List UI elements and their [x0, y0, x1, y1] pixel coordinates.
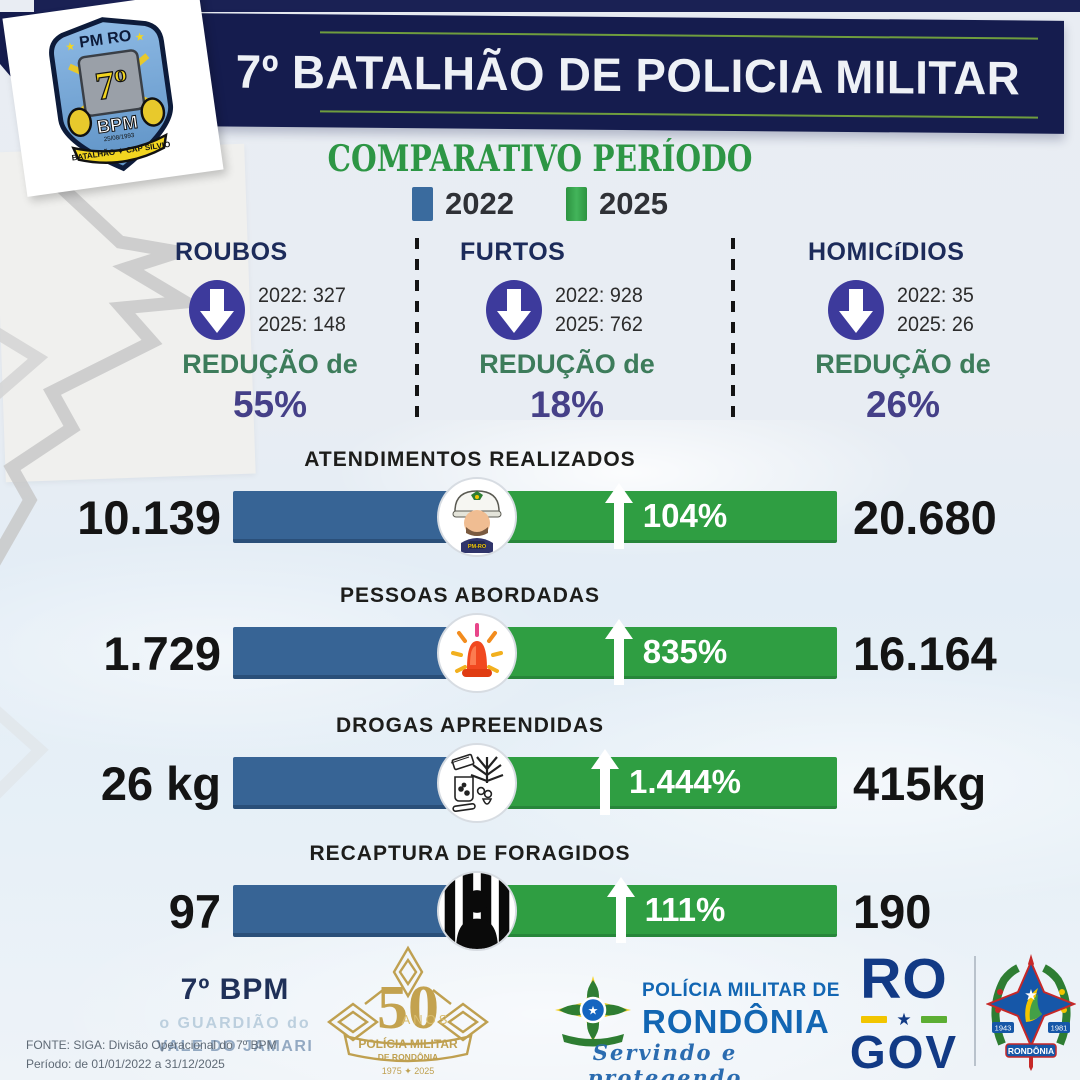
down-arrow-icon [486, 280, 543, 340]
svg-text:PM-RO: PM-RO [468, 544, 487, 550]
reduction-stats: ROUBOS 2022: 327 2025: 148 REDUÇÃO de 55… [0, 238, 1080, 436]
reduction-label: REDUÇÃO de [815, 349, 991, 379]
value-2025: 20.680 [853, 490, 997, 544]
value-2025: 415kg [853, 756, 987, 810]
reduction-percent: 26% [865, 384, 941, 425]
bar-2025: 104% [495, 482, 837, 549]
svg-text:POLÍCIA MILITAR: POLÍCIA MILITAR [358, 1036, 458, 1051]
svg-text:★: ★ [65, 41, 77, 54]
svg-text:1943: 1943 [995, 1024, 1012, 1033]
value-2025: 16.164 [853, 626, 997, 680]
reduction-percent: 55% [232, 384, 308, 425]
value-2022: 2022: 327 [258, 283, 347, 307]
up-arrow-icon [604, 482, 633, 549]
svg-text:7º: 7º [92, 61, 130, 109]
reduction-label: REDUÇÃO de [182, 349, 358, 379]
legend: 2022 2025 [0, 186, 1080, 222]
yellow-dash [861, 1016, 888, 1024]
value-2022: 10.139 [77, 490, 221, 544]
svg-text:50: 50 [377, 974, 439, 1042]
pmro-slogan: Servindo e protegendo [587, 1040, 743, 1080]
map-watermark [0, 153, 206, 799]
dashed-separator [731, 238, 735, 426]
siren-icon [437, 613, 517, 693]
source-note: FONTE: SIGA: Divisão Operacional do 7º B… [26, 1038, 277, 1071]
down-arrow-icon [828, 280, 885, 340]
svg-text:★: ★ [1024, 987, 1037, 1004]
increase-percent: 111% [644, 890, 726, 928]
legend-item-2022: 2022 [412, 186, 514, 222]
increase-percent: 104% [642, 496, 728, 534]
comparison-title: COMPARATIVO PERÍODO [327, 138, 753, 180]
bar-row-recaptura: RECAPTURA DE FORAGIDOS 97 [0, 842, 1080, 951]
value-2022: 97 [168, 884, 221, 938]
svg-text:25/08/1993: 25/08/1993 [103, 132, 135, 143]
value-2025: 2025: 148 [258, 313, 347, 336]
value-2022: 26 kg [100, 756, 221, 810]
svg-text:RONDÔNIA: RONDÔNIA [1008, 1045, 1054, 1056]
value-2022: 2022: 35 [897, 283, 974, 307]
stat-column-furtos: FURTOS 2022: 928 2025: 762 REDUÇÃO de 18… [432, 238, 702, 426]
bar-2025: 835% [495, 618, 837, 685]
svg-text:★: ★ [134, 31, 146, 44]
value-2025: 2025: 26 [897, 313, 974, 336]
banner-accent-line [320, 110, 1038, 119]
bpm-subtitle: VALE DO JAMARI [156, 1038, 314, 1055]
legend-swatch-blue [412, 187, 434, 221]
svg-text:1981: 1981 [1051, 1024, 1068, 1033]
svg-text:★: ★ [588, 1004, 599, 1018]
value-2025: 190 [853, 884, 932, 938]
up-arrow-icon [604, 618, 633, 685]
stat-column-homicidios: HOMICíDIOS 2022: 35 2025: 26 REDUÇÃO de … [768, 238, 1038, 426]
50-anos-logo: 50 ANOS POLÍCIA MILITAR DE RONDÔNIA 1975… [327, 945, 489, 1076]
svg-text:ANOS: ANOS [402, 1012, 451, 1027]
rogov-logo: RO ★ GOV [849, 947, 959, 1079]
banner-accent-line [320, 31, 1038, 40]
bpm-footer-block: 7º BPM o GUARDIÃO do VALE DO JAMARI [118, 973, 352, 1056]
bar-row-atendimentos: ATENDIMENTOS REALIZADOS 10.139 PM-RO [0, 448, 1080, 557]
bar-row-pessoas: PESSOAS ABORDADAS 1.729 [0, 584, 1080, 693]
legend-swatch-green [566, 187, 587, 221]
green-dash [920, 1016, 947, 1024]
stat-column-roubos: ROUBOS 2022: 327 2025: 148 REDUÇÃO de 55… [135, 238, 405, 426]
reduction-percent: 18% [529, 384, 605, 425]
increase-percent: 1.444% [629, 762, 741, 800]
header-top-strip [34, 0, 1080, 12]
svg-text:DE RONDÔNIA: DE RONDÔNIA [378, 1051, 438, 1062]
svg-text:1975 ✦ 2025: 1975 ✦ 2025 [382, 1066, 435, 1076]
drugs-icon [437, 743, 517, 823]
page-title: 7º BATALHÃO DE POLICIA MILITAR [235, 44, 1021, 105]
bar-row-drogas: DROGAS APREENDIDAS 26 kg [0, 714, 1080, 823]
star-icon: ★ [896, 1010, 912, 1030]
bar-2025: 1.444% [495, 748, 837, 815]
prisoner-icon [437, 871, 517, 951]
up-arrow-icon [591, 748, 620, 815]
bar-2025: 111% [495, 876, 837, 943]
bpm-subtitle: o GUARDIÃO do [159, 1015, 311, 1032]
increase-percent: 835% [642, 632, 728, 670]
reduction-label: REDUÇÃO de [479, 349, 655, 379]
pmro-wordmark: POLÍCIA MILITAR DE RONDÔNIA [642, 980, 840, 1040]
pmro-emblem-icon: ★ [555, 976, 631, 1047]
dashed-separator [415, 238, 419, 426]
value-2025: 2025: 762 [555, 313, 644, 336]
down-arrow-icon [189, 280, 246, 340]
footer-divider [974, 956, 976, 1066]
rondonia-coat-of-arms: ★ 1943 1981 RONDÔNIA [986, 954, 1076, 1071]
bpm-title: 7º BPM [180, 973, 290, 1006]
value-2022: 1.729 [103, 626, 221, 680]
battalion-badge-card: PM RO ★ ★ 7º BPM 25/08/1993 BATALHÃO ✦ CA… [2, 0, 224, 197]
legend-item-2025: 2025 [566, 186, 668, 222]
value-2022: 2022: 928 [555, 283, 644, 307]
battalion-crest-icon: PM RO ★★ 7º BPM 25/08/1993 BATALHÃO ✦ CA… [49, 17, 173, 172]
police-officer-icon: PM-RO [437, 477, 517, 557]
up-arrow-icon [606, 876, 635, 943]
